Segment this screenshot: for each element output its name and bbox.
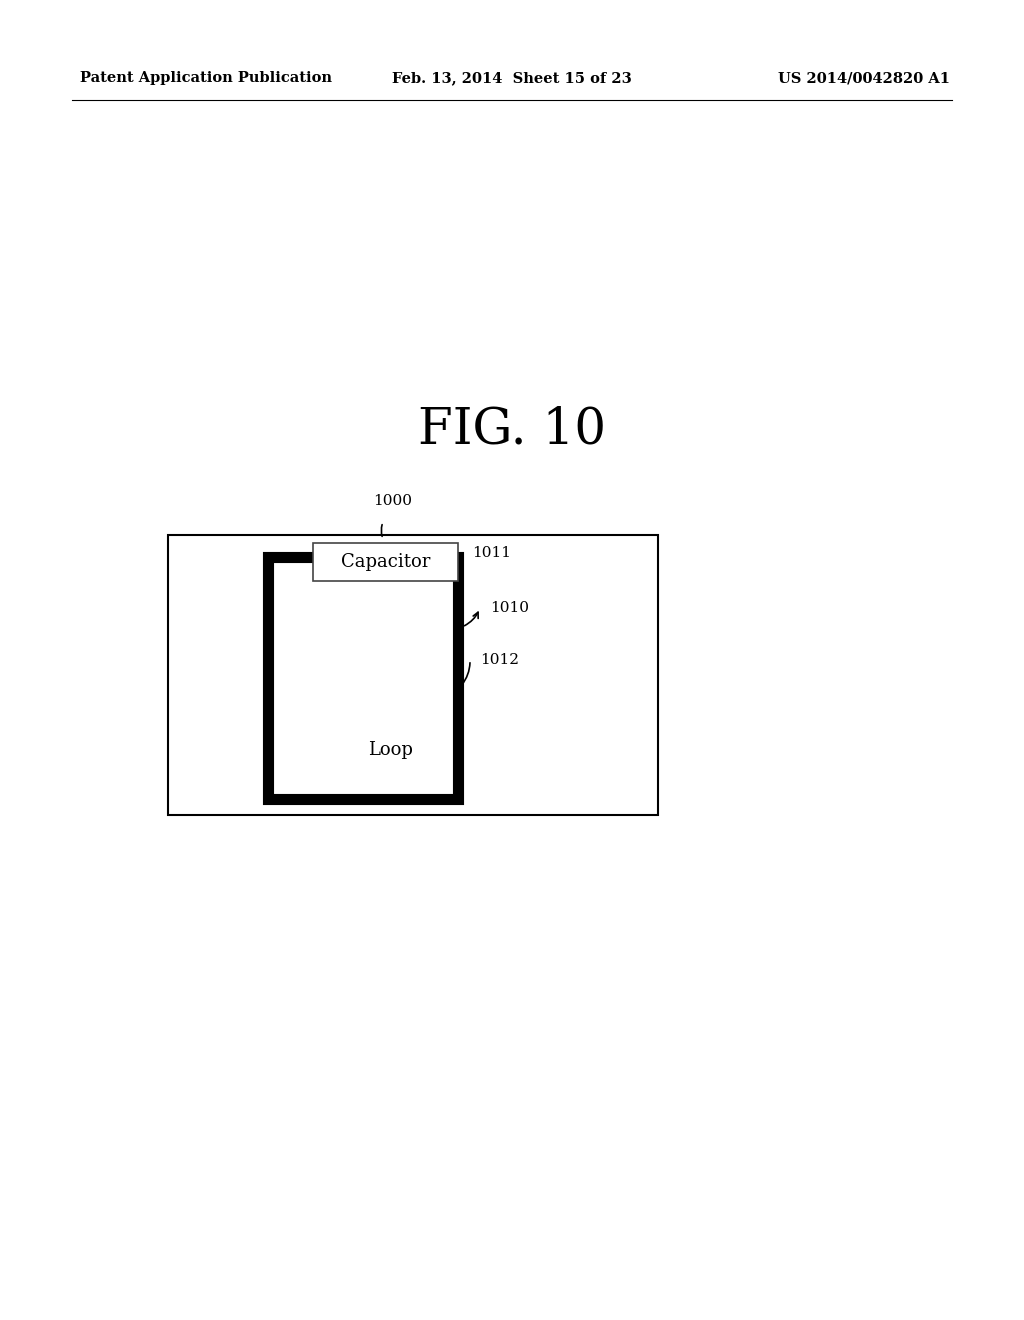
- Text: Feb. 13, 2014  Sheet 15 of 23: Feb. 13, 2014 Sheet 15 of 23: [392, 71, 632, 84]
- Text: 1010: 1010: [490, 601, 529, 615]
- Bar: [268, 557, 458, 799]
- Text: 1011: 1011: [472, 546, 511, 560]
- Text: Loop: Loop: [368, 741, 413, 759]
- Bar: [168, 535, 658, 814]
- Text: 1012: 1012: [480, 653, 519, 667]
- Text: Patent Application Publication: Patent Application Publication: [80, 71, 332, 84]
- Bar: [313, 543, 458, 581]
- Text: 1000: 1000: [374, 494, 413, 508]
- Text: FIG. 10: FIG. 10: [418, 405, 606, 454]
- Text: Capacitor: Capacitor: [341, 553, 431, 572]
- Text: US 2014/0042820 A1: US 2014/0042820 A1: [778, 71, 950, 84]
